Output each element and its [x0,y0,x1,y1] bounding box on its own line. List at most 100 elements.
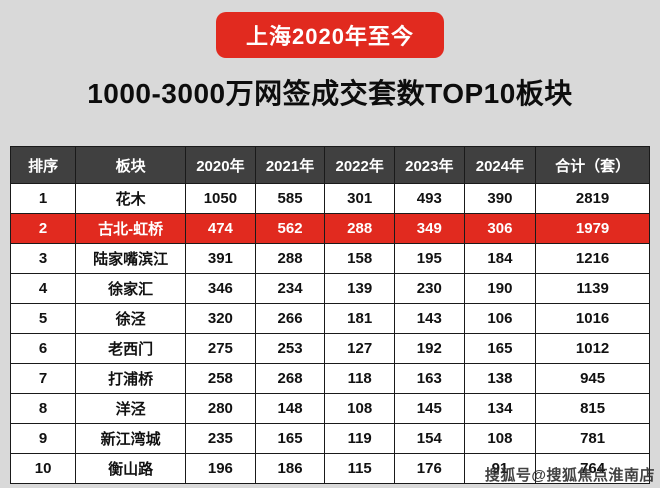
table-row: 7 打浦桥 258 268 118 163 138 945 [9,363,650,394]
value-cell: 115 [324,453,395,484]
column-header-7: 合计（套） [535,146,650,184]
table-row: 8 洋泾 280 148 108 145 134 815 [9,393,650,424]
value-cell: 108 [324,393,395,424]
value-cell: 165 [254,423,326,454]
value-cell: 165 [463,333,537,364]
district-cell: 新江湾城 [75,423,187,454]
rank-cell: 6 [9,333,77,364]
value-cell: 196 [185,453,256,484]
value-cell: 945 [535,363,650,394]
title-banner: 上海2020年至今 [216,12,444,58]
value-cell: 106 [463,303,537,334]
value-cell: 1012 [535,333,650,364]
value-cell: 258 [185,363,256,394]
value-cell: 184 [463,243,537,274]
column-header-0: 排序 [9,146,77,184]
value-cell: 391 [185,243,256,274]
value-cell: 145 [394,393,465,424]
value-cell: 127 [324,333,395,364]
value-cell: 230 [394,273,465,304]
value-cell: 108 [463,423,537,454]
district-cell: 老西门 [75,333,187,364]
table-row: 6 老西门 275 253 127 192 165 1012 [9,333,650,364]
value-cell: 585 [254,183,326,214]
value-cell: 493 [394,183,465,214]
rank-cell: 10 [9,453,77,484]
value-cell: 1979 [535,213,650,244]
rank-cell: 9 [9,423,77,454]
district-cell: 陆家嘴滨江 [75,243,187,274]
banner-title: 上海2020年至今 [246,24,414,49]
value-cell: 235 [185,423,256,454]
value-cell: 118 [324,363,395,394]
district-cell: 衡山路 [75,453,187,484]
value-cell: 253 [254,333,326,364]
table-row: 3 陆家嘴滨江 391 288 158 195 184 1216 [9,243,650,274]
district-cell: 花木 [75,183,187,214]
column-header-1: 板块 [75,146,187,184]
value-cell: 474 [185,213,256,244]
column-header-3: 2021年 [254,146,326,184]
value-cell: 143 [394,303,465,334]
district-cell: 古北-虹桥 [75,213,187,244]
infographic-page: 上海2020年至今 1000-3000万网签成交套数TOP10板块 排序 板块 20… [0,12,660,484]
value-cell: 163 [394,363,465,394]
value-cell: 134 [463,393,537,424]
value-cell: 176 [394,453,465,484]
rank-cell: 3 [9,243,77,274]
value-cell: 266 [254,303,326,334]
column-header-2: 2020年 [185,146,256,184]
value-cell: 301 [324,183,395,214]
table-header-row: 排序 板块 2020年 2021年 2022年 2023年 2024年 合计（套） [9,146,650,184]
value-cell: 268 [254,363,326,394]
value-cell: 390 [463,183,537,214]
value-cell: 2819 [535,183,650,214]
value-cell: 195 [394,243,465,274]
table-row: 9 新江湾城 235 165 119 154 108 781 [9,423,650,454]
value-cell: 154 [394,423,465,454]
value-cell: 320 [185,303,256,334]
value-cell: 1216 [535,243,650,274]
value-cell: 815 [535,393,650,424]
value-cell: 288 [254,243,326,274]
value-cell: 186 [254,453,326,484]
value-cell: 288 [324,213,395,244]
value-cell: 349 [394,213,465,244]
value-cell: 181 [324,303,395,334]
column-header-4: 2022年 [324,146,395,184]
rank-cell: 5 [9,303,77,334]
table-row: 1 花木 1050 585 301 493 390 2819 [9,183,650,214]
district-cell: 打浦桥 [75,363,187,394]
rank-cell: 8 [9,393,77,424]
rank-cell: 4 [9,273,77,304]
rank-cell: 2 [9,213,77,244]
value-cell: 234 [254,273,326,304]
table-row-highlighted: 2 古北-虹桥 474 562 288 349 306 1979 [9,213,650,244]
table-row: 4 徐家汇 346 234 139 230 190 1139 [9,273,650,304]
rank-cell: 7 [9,363,77,394]
value-cell: 148 [254,393,326,424]
watermark-text: 搜狐号@搜狐焦点淮南店 [484,467,655,484]
value-cell: 280 [185,393,256,424]
value-cell: 138 [463,363,537,394]
district-cell: 洋泾 [75,393,187,424]
value-cell: 119 [324,423,395,454]
value-cell: 306 [463,213,537,244]
column-header-6: 2024年 [463,146,537,184]
column-header-5: 2023年 [394,146,465,184]
value-cell: 1016 [535,303,650,334]
value-cell: 192 [394,333,465,364]
rank-cell: 1 [9,183,77,214]
value-cell: 1050 [185,183,256,214]
value-cell: 1139 [535,273,650,304]
value-cell: 346 [185,273,256,304]
value-cell: 139 [324,273,395,304]
district-cell: 徐家汇 [75,273,187,304]
value-cell: 562 [254,213,326,244]
value-cell: 190 [463,273,537,304]
value-cell: 275 [185,333,256,364]
table-body: 1 花木 1050 585 301 493 390 2819 2 古北-虹桥 474 562 288 34… [9,183,650,484]
value-cell: 781 [535,423,650,454]
value-cell: 158 [324,243,395,274]
table-row: 5 徐泾 320 266 181 143 106 1016 [9,303,650,334]
